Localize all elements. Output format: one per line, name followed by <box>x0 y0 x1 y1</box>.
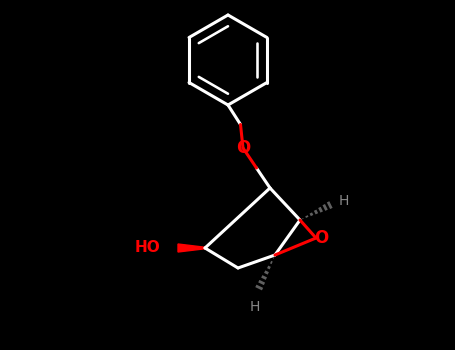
Text: H: H <box>250 300 260 314</box>
Text: HO: HO <box>134 240 160 256</box>
Text: O: O <box>236 139 250 157</box>
Polygon shape <box>178 244 205 252</box>
Text: O: O <box>314 229 328 247</box>
Text: H: H <box>339 194 349 208</box>
